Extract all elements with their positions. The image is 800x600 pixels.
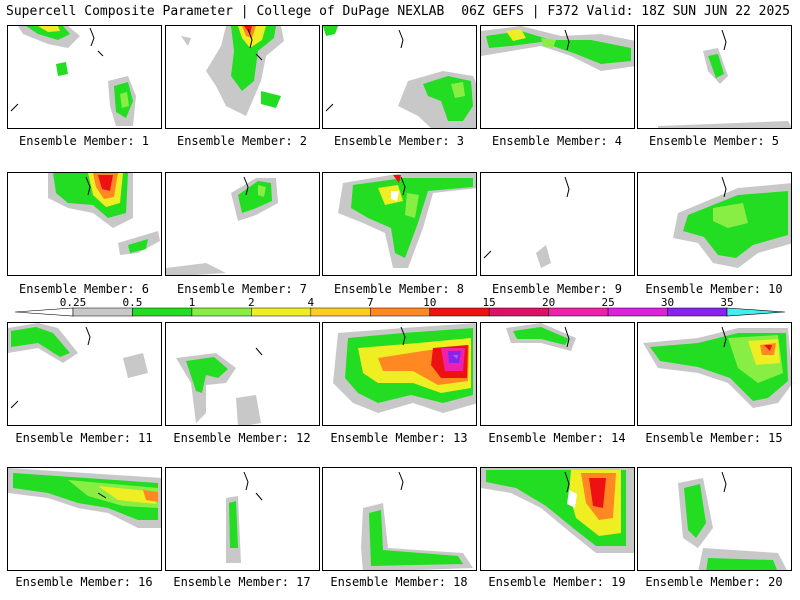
- colorbar-over-arrow: [726, 307, 786, 317]
- field-plot: [10, 26, 136, 126]
- field-plot: [361, 471, 473, 570]
- field-plot: [48, 173, 160, 255]
- member-map-15: [637, 322, 792, 426]
- panel-label-8: Ensemble Member: 8: [333, 282, 465, 296]
- panel-label-7: Ensemble Member: 7: [176, 282, 308, 296]
- member-map-18: [322, 467, 477, 571]
- panel-label-17: Ensemble Member: 17: [173, 575, 311, 589]
- panel-label-3: Ensemble Member: 3: [333, 134, 465, 148]
- member-map-9: [480, 172, 635, 276]
- colorbar-segment: [548, 307, 609, 317]
- colorbar-segment: [667, 307, 728, 317]
- panel-label-14: Ensemble Member: 14: [488, 431, 626, 445]
- member-map-8: [322, 172, 477, 276]
- field-plot: [481, 26, 634, 71]
- member-map-20: [637, 467, 792, 571]
- panel-label-20: Ensemble Member: 20: [645, 575, 783, 589]
- member-map-17: [165, 467, 320, 571]
- colorbar-tick-label: 2: [248, 296, 255, 309]
- member-map-12: [165, 322, 320, 426]
- member-map-2: [165, 25, 320, 129]
- panel-label-6: Ensemble Member: 6: [18, 282, 150, 296]
- valid-time: 06Z GEFS | F372 Valid: 18Z SUN JUN 22 20…: [461, 4, 790, 19]
- colorbar-segment: [607, 307, 668, 317]
- colorbar-tick-label: 25: [601, 296, 615, 309]
- panel-label-11: Ensemble Member: 11: [15, 431, 153, 445]
- color-scale: [0, 296, 800, 322]
- member-map-1: [7, 25, 162, 129]
- colorbar-tick-label: 15: [482, 296, 496, 309]
- panel-label-4: Ensemble Member: 4: [491, 134, 623, 148]
- field-plot: [8, 323, 148, 409]
- colorbar-segment: [191, 307, 252, 317]
- field-plot: [8, 468, 161, 528]
- colorbar-tick-label: 35: [720, 296, 734, 309]
- colorbar-tick-label: 10: [423, 296, 437, 309]
- panel-label-19: Ensemble Member: 19: [488, 575, 626, 589]
- member-map-10: [637, 172, 792, 276]
- field-plot: [483, 176, 570, 268]
- field-plot: [678, 471, 787, 570]
- member-map-3: [322, 25, 477, 129]
- member-map-13: [322, 322, 477, 426]
- field-plot: [658, 29, 791, 128]
- member-map-11: [7, 322, 162, 426]
- panel-label-15: Ensemble Member: 15: [645, 431, 783, 445]
- colorbar-tick-label: 30: [660, 296, 675, 309]
- colorbar-tick-label: 1: [188, 296, 196, 309]
- panel-label-5: Ensemble Member: 5: [648, 134, 780, 148]
- colorbar-segment: [488, 307, 549, 317]
- panel-label-16: Ensemble Member: 16: [15, 575, 153, 589]
- field-plot: [181, 26, 284, 116]
- panel-label-2: Ensemble Member: 2: [176, 134, 308, 148]
- field-plot: [226, 471, 263, 563]
- field-plot: [166, 176, 278, 275]
- member-map-4: [480, 25, 635, 129]
- field-plot: [643, 326, 791, 408]
- panel-label-10: Ensemble Member: 10: [645, 282, 783, 296]
- member-map-5: [637, 25, 792, 129]
- colorbar-segment: [72, 307, 133, 317]
- colorbar-tick-label: 7: [366, 296, 374, 309]
- colorbar-tick-label: 20: [542, 296, 556, 309]
- field-plot: [481, 468, 634, 553]
- field-plot: [338, 173, 476, 268]
- field-plot: [176, 347, 263, 425]
- colorbar-under-arrow: [14, 307, 74, 317]
- panel-label-13: Ensemble Member: 13: [330, 431, 468, 445]
- colorbar-segment: [370, 307, 430, 317]
- colorbar-segment: [132, 307, 193, 317]
- panel-label-12: Ensemble Member: 12: [173, 431, 311, 445]
- field-plot: [323, 26, 476, 128]
- panel-label-1: Ensemble Member: 1: [18, 134, 150, 148]
- colorbar-tick-label: 0.25: [59, 296, 87, 309]
- field-plot: [673, 176, 791, 268]
- member-map-7: [165, 172, 320, 276]
- field-plot: [333, 323, 476, 413]
- member-map-14: [480, 322, 635, 426]
- panel-label-18: Ensemble Member: 18: [330, 575, 468, 589]
- member-map-19: [480, 467, 635, 571]
- field-plot: [506, 323, 576, 351]
- colorbar-tick-label: 0.5: [122, 296, 143, 309]
- panel-label-9: Ensemble Member: 9: [491, 282, 623, 296]
- colorbar-segment: [251, 307, 312, 317]
- colorbar-segment: [429, 307, 490, 317]
- map-title: Supercell Composite Parameter | College …: [6, 4, 445, 19]
- colorbar-tick-label: 4: [307, 296, 315, 309]
- color-scale-bar: [14, 307, 786, 317]
- member-map-6: [7, 172, 162, 276]
- member-map-16: [7, 467, 162, 571]
- colorbar-segment: [310, 307, 371, 317]
